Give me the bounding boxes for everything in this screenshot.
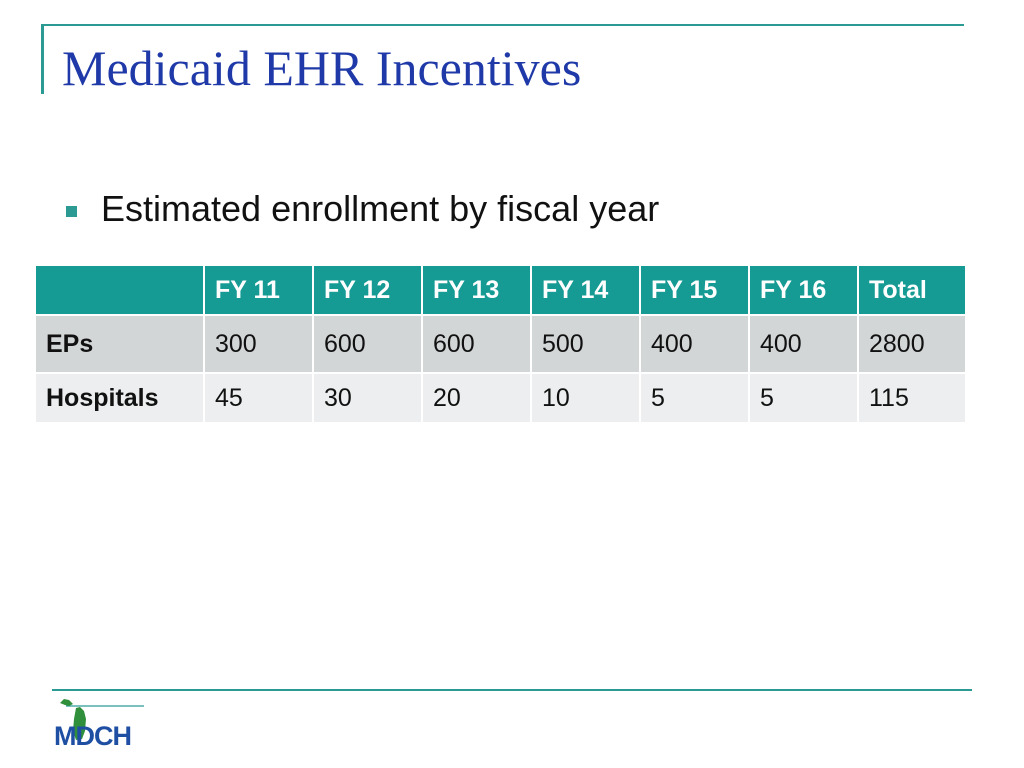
footer-divider xyxy=(52,689,972,691)
table-cell: 10 xyxy=(530,372,641,424)
table-cell: 45 xyxy=(203,372,314,424)
table-cell: 600 xyxy=(421,314,532,374)
table-cell: 30 xyxy=(312,372,423,424)
enrollment-table: FY 11 FY 12 FY 13 FY 14 FY 15 FY 16 Tota… xyxy=(34,264,967,424)
michigan-lower-peninsula-icon xyxy=(73,707,86,740)
row-label: EPs xyxy=(34,314,205,374)
table-header-fy16: FY 16 xyxy=(748,264,859,316)
table-cell: 600 xyxy=(312,314,423,374)
table-cell: 20 xyxy=(421,372,532,424)
table-header-fy12: FY 12 xyxy=(312,264,423,316)
table-cell: 2800 xyxy=(857,314,967,374)
slide-title: Medicaid EHR Incentives xyxy=(62,40,582,96)
table-header-fy13: FY 13 xyxy=(421,264,532,316)
row-label: Hospitals xyxy=(34,372,205,424)
logo-text: MDCH xyxy=(54,721,131,749)
title-frame-horizontal-line xyxy=(41,24,964,26)
table-cell: 5 xyxy=(748,372,859,424)
table-row: EPs 300 600 600 500 400 400 2800 xyxy=(34,314,967,374)
table-cell: 400 xyxy=(639,314,750,374)
michigan-upper-peninsula-icon xyxy=(60,699,73,706)
table-header-fy14: FY 14 xyxy=(530,264,641,316)
mdch-logo: MDCH xyxy=(54,699,144,749)
table-cell: 300 xyxy=(203,314,314,374)
table-header-total: Total xyxy=(857,264,967,316)
table-cell: 400 xyxy=(748,314,859,374)
table-header-fy11: FY 11 xyxy=(203,264,314,316)
bullet-item: Estimated enrollment by fiscal year xyxy=(66,188,659,230)
table-header-corner xyxy=(34,264,205,316)
table-header-row: FY 11 FY 12 FY 13 FY 14 FY 15 FY 16 Tota… xyxy=(34,264,967,316)
table-cell: 115 xyxy=(857,372,967,424)
table-cell: 500 xyxy=(530,314,641,374)
title-frame-vertical-line xyxy=(41,24,44,94)
table-cell: 5 xyxy=(639,372,750,424)
table-row: Hospitals 45 30 20 10 5 5 115 xyxy=(34,372,967,424)
table-header-fy15: FY 15 xyxy=(639,264,750,316)
bullet-text: Estimated enrollment by fiscal year xyxy=(101,188,660,229)
bullet-square-icon xyxy=(66,205,77,217)
